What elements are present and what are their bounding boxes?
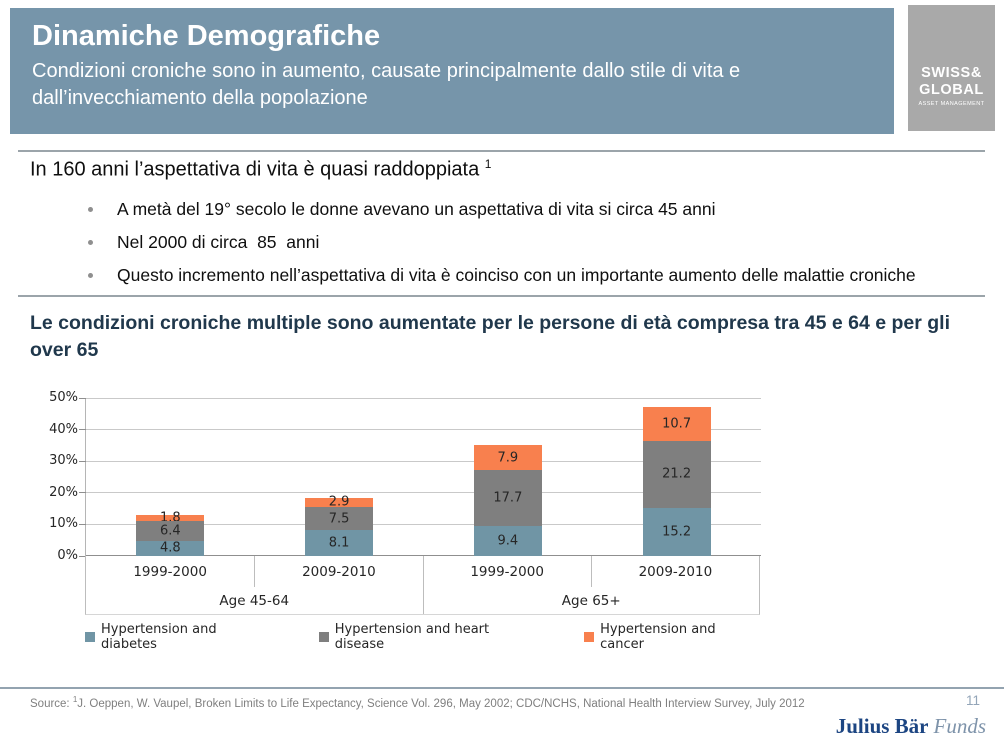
legend-label: Hypertension and cancer <box>600 622 716 652</box>
bar-segment: 15.2 <box>642 507 711 556</box>
category-axis-table: 1999-2000 2009-2010 1999-2000 2009-2010 Age… <box>85 556 760 615</box>
bar-segment: 21.2 <box>642 440 711 508</box>
bar-value-label: 2.9 <box>328 494 350 510</box>
bullet-dot <box>88 272 93 278</box>
y-axis-tick <box>79 523 86 525</box>
julius-baer-logo: Julius Bär Funds <box>836 714 986 739</box>
chart-plot: 0% 10% 20% 30% 40% 50% 1.8 6.4 4.8 2.9 7.5 8.1 7.9 17… <box>49 390 761 563</box>
gridline <box>86 492 761 494</box>
bar-value-label: 17.7 <box>493 490 523 506</box>
bar-segment: 6.4 <box>136 520 205 541</box>
age-group-label: Age 45-64 <box>219 592 290 609</box>
year-label: 1999-2000 <box>422 556 591 587</box>
bar-segment: 7.5 <box>305 506 374 531</box>
year-label: 2009-2010 <box>254 556 422 587</box>
y-axis-label: 50% <box>49 390 78 405</box>
bar-segment: 17.7 <box>473 470 542 527</box>
source-text: J. Oeppen, W. Vaupel, Broken Limits to L… <box>77 697 805 710</box>
stacked-bar: 10.7 21.2 15.2 <box>642 407 711 556</box>
bar-value-label: 9.4 <box>497 533 519 549</box>
chart-legend: Hypertension and diabetes Hypertension an… <box>85 622 760 652</box>
legend-item: Hypertension and cancer <box>584 622 760 652</box>
y-axis-tick <box>79 492 86 494</box>
bullet-item: Nel 2000 di circa 85 anni <box>88 231 968 254</box>
bullet-text: Nel 2000 di circa 85 anni <box>117 231 320 252</box>
legend-swatch <box>318 632 329 642</box>
bar-value-label: 10.7 <box>662 416 692 432</box>
category-row-ages: Age 45-64 Age 65+ <box>86 587 759 614</box>
bar-segment: 10.7 <box>642 407 711 441</box>
lead-heading: In 160 anni l’aspettativa di vita è quas… <box>30 157 491 182</box>
lead-heading-superscript: 1 <box>484 157 492 171</box>
gridline <box>86 429 761 431</box>
year-label: 1999-2000 <box>133 563 207 580</box>
page-number: 11 <box>965 693 980 708</box>
legend-swatch <box>584 632 595 642</box>
bar-value-label: 15.2 <box>662 524 692 540</box>
swiss-global-logo: SWISS& GLOBAL ASSET MANAGEMENT <box>908 5 995 131</box>
stacked-bar: 7.9 17.7 9.4 <box>473 445 542 556</box>
bullet-item: A metà del 19° secolo le donne avevano u… <box>88 198 968 221</box>
header-band: Dinamiche Demografiche Condizioni cronic… <box>10 8 894 134</box>
bar-value-label: 21.2 <box>662 466 692 482</box>
gridline <box>86 397 761 399</box>
divider-middle <box>18 295 985 297</box>
legend-swatch <box>85 632 95 642</box>
y-axis-label: 40% <box>49 421 78 437</box>
chart-title: Le condizioni croniche multiple sono aum… <box>30 312 951 362</box>
legend-label: Hypertension and diabetes <box>101 622 217 652</box>
x-axis-line <box>86 555 761 556</box>
bullet-text: Questo incremento nell’aspettativa di vi… <box>117 264 916 285</box>
lead-heading-text: In 160 anni l’aspettativa di vita è quas… <box>30 158 485 181</box>
bullet-dot <box>88 207 93 212</box>
category-row-years: 1999-2000 2009-2010 1999-2000 2009-2010 <box>86 556 759 587</box>
source-prefix: Source: <box>30 697 73 710</box>
y-axis-label: 0% <box>57 548 78 563</box>
bar-segment: 4.8 <box>136 540 205 556</box>
source-superscript: 1 <box>72 695 78 704</box>
source-note: Source: 1J. Oeppen, W. Vaupel, Broken Li… <box>30 695 805 710</box>
slide-title: Dinamiche Demografiche <box>32 20 381 52</box>
bar-segment: 9.4 <box>473 526 542 556</box>
logo-line2: GLOBAL <box>919 81 984 98</box>
legend-label: Hypertension and heart disease <box>334 622 490 652</box>
bar-value-label: 7.9 <box>497 450 519 466</box>
legend-item: Hypertension and diabetes <box>85 622 273 652</box>
slide-subtitle: Condizioni croniche sono in aumento, cau… <box>32 60 741 109</box>
y-axis-tick <box>79 397 86 399</box>
stacked-bar: 2.9 7.5 8.1 <box>305 494 374 556</box>
bullet-text: A metà del 19° secolo le donne avevano u… <box>117 199 716 219</box>
divider-top <box>18 150 985 152</box>
stacked-bar-chart: 0% 10% 20% 30% 40% 50% 1.8 6.4 4.8 2.9 7.5 8.1 7.9 17… <box>45 390 765 652</box>
logo-line1: SWISS& <box>921 65 982 81</box>
bar-value-label: 4.8 <box>160 540 181 556</box>
y-axis-label: 30% <box>49 453 78 469</box>
bullet-list: A metà del 19° secolo le donne avevano u… <box>88 198 968 296</box>
stacked-bar: 1.8 6.4 4.8 <box>136 511 205 556</box>
y-axis-label: 10% <box>49 516 78 532</box>
legend-item: Hypertension and heart disease <box>318 622 538 652</box>
bullet-dot <box>88 239 93 245</box>
gridline <box>86 460 761 462</box>
bar-segment: 2.9 <box>305 494 374 510</box>
logo-line3: ASSET MANAGEMENT <box>918 101 985 108</box>
bar-value-label: 8.1 <box>328 535 350 551</box>
bar-segment: 7.9 <box>473 445 542 471</box>
gridline <box>86 523 761 525</box>
y-axis-tick <box>79 460 86 462</box>
y-axis-label: 20% <box>49 484 78 500</box>
year-label: 2009-2010 <box>590 556 759 587</box>
divider-footer <box>0 687 1004 689</box>
bullet-item: Questo incremento nell’aspettativa di vi… <box>88 264 968 287</box>
brand-name: Julius Bär <box>835 714 929 738</box>
age-group-label: Age 65+ <box>422 587 760 614</box>
bar-value-label: 7.5 <box>328 511 350 527</box>
y-axis-tick <box>79 429 86 431</box>
y-axis-tick <box>79 555 86 557</box>
brand-suffix: Funds <box>933 714 987 738</box>
bar-value-label: 6.4 <box>160 523 181 539</box>
bar-segment: 8.1 <box>305 530 374 556</box>
